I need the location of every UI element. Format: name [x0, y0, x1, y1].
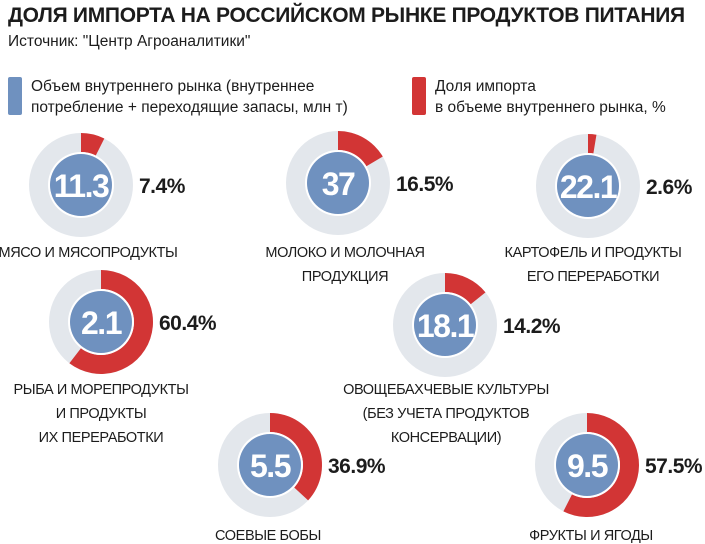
legend-swatch-volume: [8, 77, 22, 115]
import-share-arc: [270, 413, 322, 501]
volume-core: [239, 434, 301, 496]
volume-label: 5.5: [250, 448, 291, 484]
import-share-arc: [338, 131, 383, 167]
donut-item: 5.5 36.9% СОЕВЫЕ БОБЫ: [215, 413, 386, 544]
source-note: Источник: "Центр Агроаналитики": [8, 33, 251, 50]
category-label: СОЕВЫЕ БОБЫ: [215, 528, 321, 544]
donut-item: 18.1 14.2% ОВОЩЕБАХЧЕВЫЕ КУЛЬТУРЫ (БЕЗ УЧЕТ…: [343, 273, 561, 446]
category-label: И ПРОДУКТЫ: [56, 406, 147, 422]
import-share-label: 36.9%: [328, 455, 386, 478]
donut-item: 9.5 57.5% ФРУКТЫ И ЯГОДЫ: [529, 413, 703, 544]
page-title: ДОЛЯ ИМПОРТА НА РОССИЙСКОМ РЫНКЕ ПРОДУКТ…: [8, 4, 685, 27]
legend-label-volume: Объем внутреннего рынка (внутреннее потр…: [31, 78, 348, 116]
category-label: РЫБА И МОРЕПРОДУКТЫ: [13, 382, 188, 398]
category-label: ЕГО ПЕРЕРАБОТКИ: [527, 269, 659, 285]
import-share-arc: [563, 413, 639, 517]
import-share-label: 7.4%: [139, 175, 186, 198]
volume-label: 18.1: [417, 308, 474, 344]
legend-swatch-import: [412, 77, 426, 115]
category-label: КАРТОФЕЛЬ И ПРОДУКТЫ: [505, 245, 682, 261]
category-label: ФРУКТЫ И ЯГОДЫ: [529, 528, 653, 544]
volume-core: [50, 154, 112, 216]
import-share-label: 57.5%: [645, 455, 703, 478]
volume-core: [307, 152, 369, 214]
import-share-arc: [69, 270, 153, 375]
volume-label: 37: [322, 166, 355, 202]
category-label: МЯСО И МЯСОПРОДУКТЫ: [0, 245, 177, 261]
category-label: ОВОЩЕБАХЧЕВЫЕ КУЛЬТУРЫ: [343, 382, 549, 398]
import-share-label: 60.4%: [159, 312, 217, 335]
volume-core: [414, 294, 476, 356]
donut-item: 22.1 2.6% КАРТОФЕЛЬ И ПРОДУКТЫ ЕГО ПЕРЕРАБО…: [505, 134, 693, 285]
category-label: (БЕЗ УЧЕТА ПРОДУКТОВ: [363, 406, 530, 422]
category-label: КОНСЕРВАЦИИ): [391, 430, 501, 446]
donut-item: 37 16.5% МОЛОКО И МОЛОЧНАЯ ПРОДУКЦИЯ: [265, 131, 454, 285]
volume-core: [556, 434, 618, 496]
volume-core: [70, 291, 132, 353]
import-share-label: 2.6%: [646, 176, 693, 199]
volume-label: 9.5: [567, 448, 608, 484]
legend-label-import: Доля импорта в объеме внутреннего рынка,…: [435, 78, 666, 116]
volume-label: 2.1: [81, 305, 122, 341]
import-share-label: 16.5%: [396, 173, 454, 196]
import-share-arc: [588, 134, 597, 154]
import-share-label: 14.2%: [503, 315, 561, 338]
volume-label: 22.1: [560, 169, 617, 205]
category-label: ПРОДУКЦИЯ: [302, 269, 388, 285]
donut-item: 11.3 7.4% МЯСО И МЯСОПРОДУКТЫ: [0, 133, 186, 261]
import-share-arc: [81, 133, 105, 156]
category-label: ИХ ПЕРЕРАБОТКИ: [39, 430, 164, 446]
volume-label: 11.3: [54, 168, 109, 204]
donut-item: 2.1 60.4% РЫБА И МОРЕПРОДУКТЫ И ПРОДУКТЫ ИХ …: [13, 270, 217, 446]
volume-core: [557, 155, 619, 217]
import-share-arc: [445, 273, 486, 305]
category-label: МОЛОКО И МОЛОЧНАЯ: [265, 245, 424, 261]
